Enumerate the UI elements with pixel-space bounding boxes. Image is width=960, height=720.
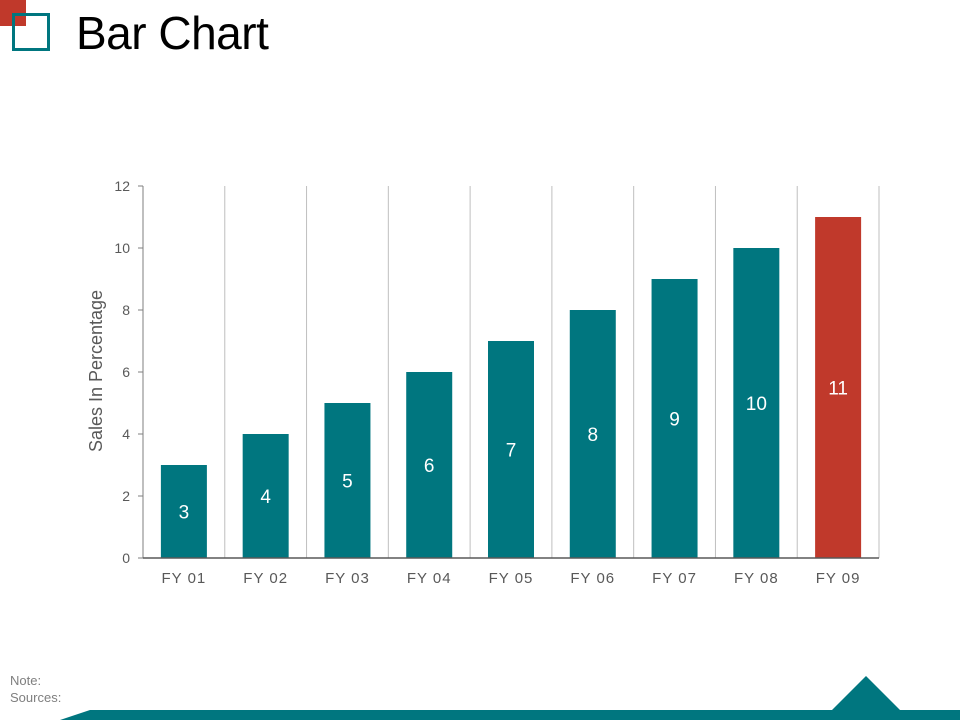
y-tick-label: 8	[122, 302, 130, 318]
footer-notes: Note: Sources:	[10, 672, 61, 706]
bar-value-label: 5	[342, 472, 353, 493]
x-tick-label: FY 06	[570, 570, 615, 587]
x-tick-label: FY 09	[816, 570, 861, 587]
y-tick-label: 4	[122, 426, 130, 442]
bar	[406, 372, 453, 558]
bar	[488, 341, 534, 558]
bar	[815, 217, 862, 558]
x-tick-label: FY 01	[162, 570, 207, 587]
bar-value-label: 4	[260, 487, 271, 508]
y-tick-label: 0	[122, 550, 130, 566]
bar-value-label: 9	[669, 410, 680, 431]
bar	[324, 403, 371, 558]
bar	[733, 248, 780, 558]
bar	[651, 279, 698, 558]
page-title: Bar Chart	[76, 7, 269, 59]
bar-value-label: 3	[179, 503, 190, 524]
x-tick-label: FY 08	[734, 570, 779, 587]
bar	[569, 310, 616, 558]
bar	[242, 434, 289, 558]
sources-label: Sources:	[10, 690, 62, 705]
x-tick-label: FY 07	[652, 570, 697, 587]
bar	[160, 465, 207, 558]
bar-value-label: 11	[828, 379, 848, 400]
note-label: Note:	[10, 673, 42, 688]
footer-band	[60, 710, 960, 720]
bar-value-label: 10	[746, 394, 767, 415]
x-tick-label: FY 04	[407, 570, 452, 587]
bar-value-label: 6	[424, 456, 435, 477]
title-frame-square-icon	[12, 13, 50, 51]
y-axis-title: Sales In Percentage	[86, 290, 106, 452]
bar-value-label: 7	[506, 441, 517, 462]
x-tick-label: FY 03	[325, 570, 370, 587]
y-tick-label: 6	[122, 364, 130, 380]
y-tick-label: 12	[114, 178, 130, 194]
y-tick-label: 10	[114, 240, 130, 256]
x-tick-label: FY 02	[243, 570, 288, 587]
x-tick-label: FY 05	[489, 570, 534, 587]
y-tick-label: 2	[122, 488, 130, 504]
footer-triangle	[830, 676, 902, 712]
bar-value-label: 8	[587, 425, 598, 446]
